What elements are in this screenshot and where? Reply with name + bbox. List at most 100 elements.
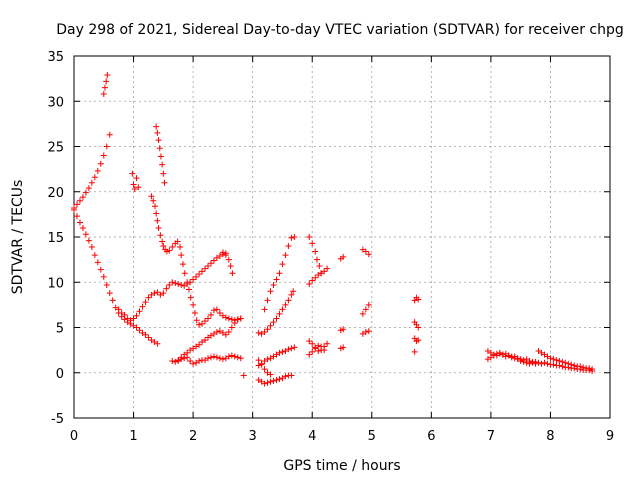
data-point: [94, 259, 101, 266]
data-point: [261, 380, 268, 387]
data-point: [562, 359, 569, 366]
data-point: [571, 362, 578, 369]
data-point: [166, 281, 173, 288]
data-point: [264, 379, 271, 386]
data-point: [157, 153, 164, 160]
data-point: [150, 197, 157, 204]
data-point: [276, 270, 283, 277]
data-point: [160, 170, 167, 177]
data-point: [291, 344, 298, 351]
data-point: [309, 240, 316, 247]
data-point: [159, 161, 166, 168]
data-point: [94, 167, 101, 174]
data-point: [100, 273, 107, 280]
data-point: [100, 91, 107, 98]
grid: [74, 56, 610, 418]
data-point: [202, 265, 209, 272]
data-point: [109, 297, 116, 304]
data-point: [365, 301, 372, 308]
data-point: [202, 318, 209, 325]
data-point: [205, 262, 211, 269]
data-point: [309, 277, 316, 284]
y-axis-title: SDTVAR / TECUs: [10, 180, 26, 295]
data-point: [216, 310, 223, 317]
data-point: [82, 189, 89, 196]
data-point: [577, 363, 584, 370]
data-point: [71, 206, 77, 213]
data-point: [210, 257, 217, 264]
data-point: [267, 378, 274, 385]
data-point: [205, 355, 211, 362]
data-point: [154, 217, 161, 224]
data-point: [222, 314, 229, 321]
data-point: [279, 306, 286, 313]
data-point: [157, 232, 164, 239]
data-point: [213, 306, 220, 313]
data-point: [153, 210, 160, 217]
data-point: [142, 331, 149, 338]
data-point: [219, 356, 226, 363]
data-point: [321, 268, 328, 275]
x-tick-label: 1: [129, 429, 137, 444]
data-point: [229, 270, 236, 277]
data-point: [191, 310, 198, 317]
chart-title: Day 298 of 2021, Sidereal Day-to-day VTE…: [56, 22, 624, 38]
data-point: [136, 327, 143, 334]
data-point: [130, 315, 137, 322]
data-point: [79, 194, 86, 201]
data-point: [129, 170, 136, 177]
data-point: [517, 357, 524, 364]
data-point: [213, 329, 220, 336]
data-point: [131, 186, 138, 193]
data-point: [324, 265, 331, 272]
data-point: [415, 337, 422, 344]
data-point: [151, 290, 158, 297]
data-point: [85, 237, 92, 244]
data-point: [135, 184, 142, 191]
data-point: [267, 322, 274, 329]
data-point: [312, 274, 319, 281]
x-tick-label: 0: [70, 429, 78, 444]
data-point: [276, 310, 283, 317]
data-point: [538, 360, 545, 367]
data-point: [589, 366, 596, 373]
data-point: [184, 279, 191, 286]
data-point: [73, 201, 80, 208]
data-point: [151, 203, 158, 210]
data-point: [145, 334, 152, 341]
data-point: [160, 243, 167, 250]
data-point: [270, 319, 277, 326]
y-tick-label: 0: [56, 367, 64, 382]
data-point: [234, 316, 241, 323]
data-point: [255, 329, 262, 336]
data-point: [202, 337, 209, 344]
data-point: [365, 328, 372, 335]
x-tick-label: 3: [249, 429, 257, 444]
data-point: [205, 315, 211, 322]
data-point: [133, 175, 140, 182]
data-point: [264, 356, 271, 363]
data-point: [130, 181, 137, 188]
data-point: [207, 260, 214, 267]
data-point: [316, 262, 323, 269]
data-point: [155, 137, 162, 144]
axis-ticks: 0 1 2 3 4 5 6 7 8 9 -5 0 5 10 15 20 25 30 35: [47, 50, 614, 444]
data-point: [532, 360, 539, 367]
data-point: [261, 366, 268, 373]
data-point: [196, 271, 203, 278]
data-point: [340, 253, 347, 260]
data-point: [359, 310, 366, 317]
data-point: [273, 376, 280, 383]
data-point: [178, 281, 185, 288]
x-tick-label: 8: [546, 429, 554, 444]
x-tick-label: 6: [427, 429, 435, 444]
data-point: [207, 311, 214, 318]
data-point: [76, 197, 83, 204]
data-point: [285, 346, 292, 353]
data-point: [273, 315, 280, 322]
data-point: [586, 365, 593, 372]
data-point: [154, 340, 161, 347]
data-point: [261, 329, 268, 336]
data-point: [267, 371, 274, 378]
data-point: [196, 357, 203, 364]
